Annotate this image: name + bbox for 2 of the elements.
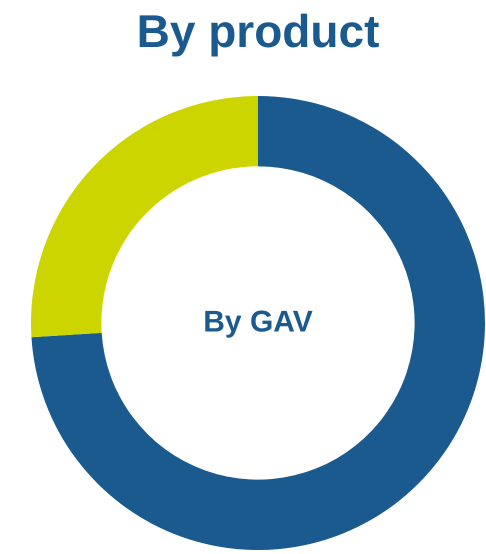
text: By GAV [203, 305, 313, 338]
chart-title: By product [136, 4, 380, 58]
